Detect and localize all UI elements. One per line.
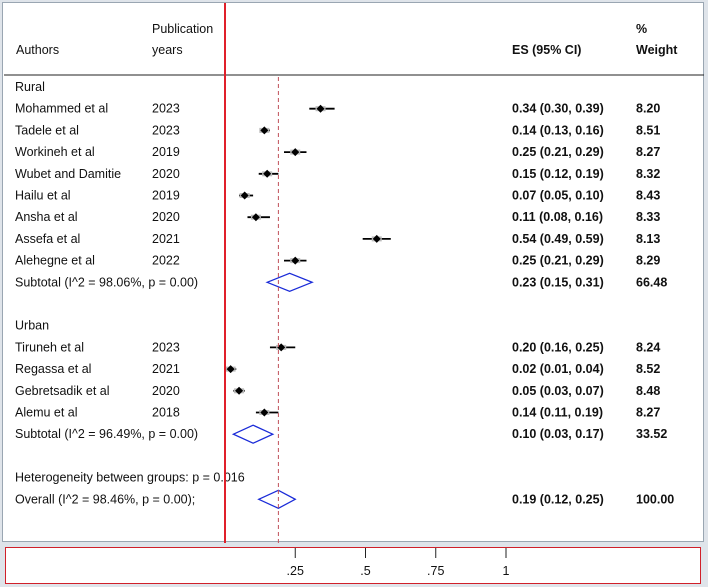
point-estimate: [260, 408, 269, 417]
x-axis-panel: .25 .5 .75 1: [5, 547, 701, 584]
weight-value: 8.33: [636, 210, 660, 224]
study-year: 2018: [152, 406, 180, 420]
publication-header-line2: years: [152, 43, 183, 57]
study-year: 2023: [152, 340, 180, 354]
subtotal-label: Subtotal (I^2 = 98.06%, p = 0.00): [15, 275, 198, 289]
weight-value: 100.00: [636, 492, 674, 506]
es-ci-value: 0.14 (0.11, 0.19): [512, 406, 603, 420]
study-author: Workineh et al: [15, 145, 95, 159]
es-ci-value: 0.19 (0.12, 0.25): [512, 492, 604, 506]
point-estimate: [316, 104, 325, 113]
study-author: Gebretsadik et al: [15, 384, 110, 398]
study-author: Tiruneh et al: [15, 340, 84, 354]
es-ci-value: 0.15 (0.12, 0.19): [512, 167, 604, 181]
study-year: 2021: [152, 232, 180, 246]
study-author: Alehegne et al: [15, 254, 95, 268]
point-estimate: [235, 386, 244, 395]
x-tick-label: .5: [360, 564, 370, 578]
study-year: 2022: [152, 254, 180, 268]
point-estimate: [226, 365, 235, 374]
x-tick-label: .75: [427, 564, 444, 578]
weight-value: 8.24: [636, 340, 660, 354]
subtotal-label: Subtotal (I^2 = 96.49%, p = 0.00): [15, 427, 198, 441]
es-ci-value: 0.02 (0.01, 0.04): [512, 362, 604, 376]
forest-plot: Authors Publication years ES (95% CI) % …: [4, 3, 704, 543]
point-estimate: [260, 126, 269, 135]
point-estimate: [372, 234, 381, 243]
weight-value: 33.52: [636, 427, 667, 441]
weight-header-line2: Weight: [636, 43, 678, 57]
study-author: Ansha et al: [15, 210, 78, 224]
weight-value: 8.27: [636, 145, 660, 159]
weight-value: 8.20: [636, 102, 660, 116]
pooled-diamond: [257, 489, 297, 510]
group-label: Rural: [15, 80, 45, 94]
rows-layer: Rural Mohammed et al 2023 0.34 (0.30, 0.39)…: [15, 80, 674, 510]
study-author: Regassa et al: [15, 362, 91, 376]
es-ci-value: 0.07 (0.05, 0.10): [512, 189, 604, 203]
x-tick-label: 1: [503, 564, 510, 578]
weight-header-line1: %: [636, 22, 647, 36]
pooled-diamond: [231, 424, 275, 444]
point-estimate: [291, 148, 300, 157]
weight-value: 8.48: [636, 384, 660, 398]
study-year: 2019: [152, 145, 180, 159]
study-author: Wubet and Damitie: [15, 167, 121, 181]
weight-value: 8.13: [636, 232, 660, 246]
es-header: ES (95% CI): [512, 43, 581, 57]
weight-value: 8.51: [636, 123, 660, 137]
es-ci-value: 0.20 (0.16, 0.25): [512, 340, 604, 354]
point-estimate: [277, 343, 286, 352]
es-ci-value: 0.14 (0.13, 0.16): [512, 123, 604, 137]
study-year: 2019: [152, 189, 180, 203]
overall-label: Overall (I^2 = 98.46%, p = 0.00);: [15, 492, 195, 506]
study-author: Tadele et al: [15, 123, 79, 137]
es-ci-value: 0.10 (0.03, 0.17): [512, 427, 604, 441]
x-tick-label: .25: [287, 564, 304, 578]
weight-value: 8.32: [636, 167, 660, 181]
weight-value: 8.43: [636, 189, 660, 203]
study-year: 2023: [152, 102, 180, 116]
study-year: 2020: [152, 384, 180, 398]
es-ci-value: 0.25 (0.21, 0.29): [512, 145, 604, 159]
weight-value: 8.29: [636, 254, 660, 268]
pooled-diamond: [265, 272, 314, 293]
weight-value: 8.52: [636, 362, 660, 376]
forest-plot-panel: Authors Publication years ES (95% CI) % …: [2, 2, 704, 543]
point-estimate: [251, 213, 260, 222]
study-year: 2021: [152, 362, 180, 376]
es-ci-value: 0.25 (0.21, 0.29): [512, 254, 604, 268]
study-author: Alemu et al: [15, 406, 78, 420]
study-year: 2023: [152, 123, 180, 137]
point-estimate: [263, 169, 272, 178]
es-ci-value: 0.54 (0.49, 0.59): [512, 232, 604, 246]
es-ci-value: 0.34 (0.30, 0.39): [512, 102, 604, 116]
es-ci-value: 0.23 (0.15, 0.31): [512, 275, 604, 289]
study-year: 2020: [152, 210, 180, 224]
weight-value: 8.27: [636, 406, 660, 420]
x-axis: .25 .5 .75 1: [287, 548, 510, 578]
point-estimate: [291, 256, 300, 265]
group-label: Urban: [15, 319, 49, 333]
study-author: Mohammed et al: [15, 102, 108, 116]
heterogeneity-note: Heterogeneity between groups: p = 0.016: [15, 471, 245, 485]
study-year: 2020: [152, 167, 180, 181]
publication-header-line1: Publication: [152, 22, 213, 36]
weight-value: 66.48: [636, 275, 667, 289]
authors-header: Authors: [16, 43, 59, 57]
study-author: Assefa et al: [15, 232, 80, 246]
study-author: Hailu et al: [15, 189, 71, 203]
es-ci-value: 0.05 (0.03, 0.07): [512, 384, 604, 398]
es-ci-value: 0.11 (0.08, 0.16): [512, 210, 603, 224]
point-estimate: [240, 191, 249, 200]
